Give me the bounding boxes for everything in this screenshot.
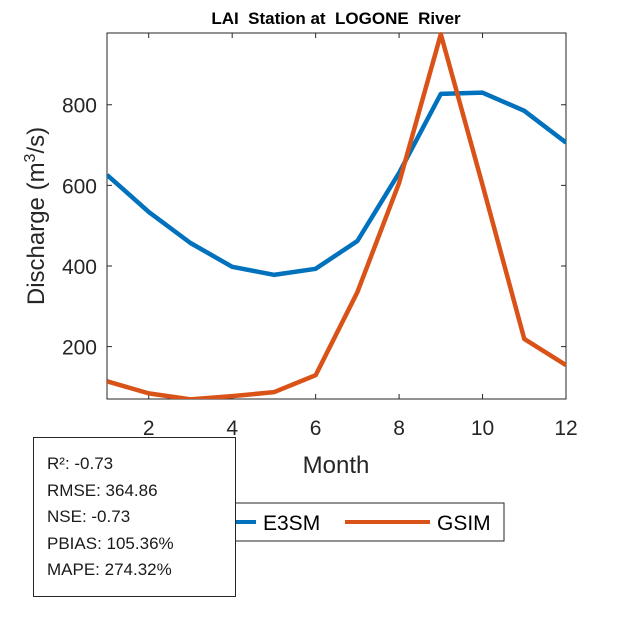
metrics-box: R²: -0.73 RMSE: 364.86 NSE: -0.73 PBIAS:… [33, 437, 236, 597]
series-group [107, 32, 566, 399]
x-tick-label: 4 [226, 417, 238, 440]
metric-nse: NSE: -0.73 [47, 507, 131, 526]
series-line-gsim [107, 32, 566, 399]
x-tick-label: 2 [143, 417, 155, 440]
x-tick-label: 12 [554, 417, 577, 440]
series-line-e3sm [107, 90, 566, 278]
metric-rmse: RMSE: 364.86 [47, 480, 158, 500]
y-axis-label: Discharge (m3/s) [22, 127, 50, 305]
x-axis-label: Month [303, 452, 370, 479]
x-tick-label: 6 [310, 417, 322, 440]
y-tick-label: 800 [62, 95, 97, 118]
y-tick-label: 600 [62, 175, 97, 198]
plot-frame [106, 32, 567, 400]
y-tick-label: 400 [62, 256, 97, 279]
x-axis: 2 4 6 8 10 12 [143, 33, 578, 440]
metric-mape: MAPE: 274.32% [47, 560, 172, 579]
metric-r2: R²: -0.73 [47, 454, 114, 473]
metric-pbias: PBIAS: 105.36% [47, 533, 174, 553]
plot-area [106, 32, 567, 400]
legend: E3SM GSIM [199, 502, 505, 542]
chart-title: LAI Station at LOGONE River [211, 9, 461, 28]
x-tick-label: 8 [393, 417, 405, 440]
y-axis: 200 400 600 800 [62, 95, 566, 360]
x-tick-label: 10 [471, 417, 494, 440]
legend-label-e3sm: E3SM [263, 512, 320, 535]
legend-label-gsim: GSIM [437, 512, 491, 535]
y-tick-label: 200 [62, 337, 97, 360]
